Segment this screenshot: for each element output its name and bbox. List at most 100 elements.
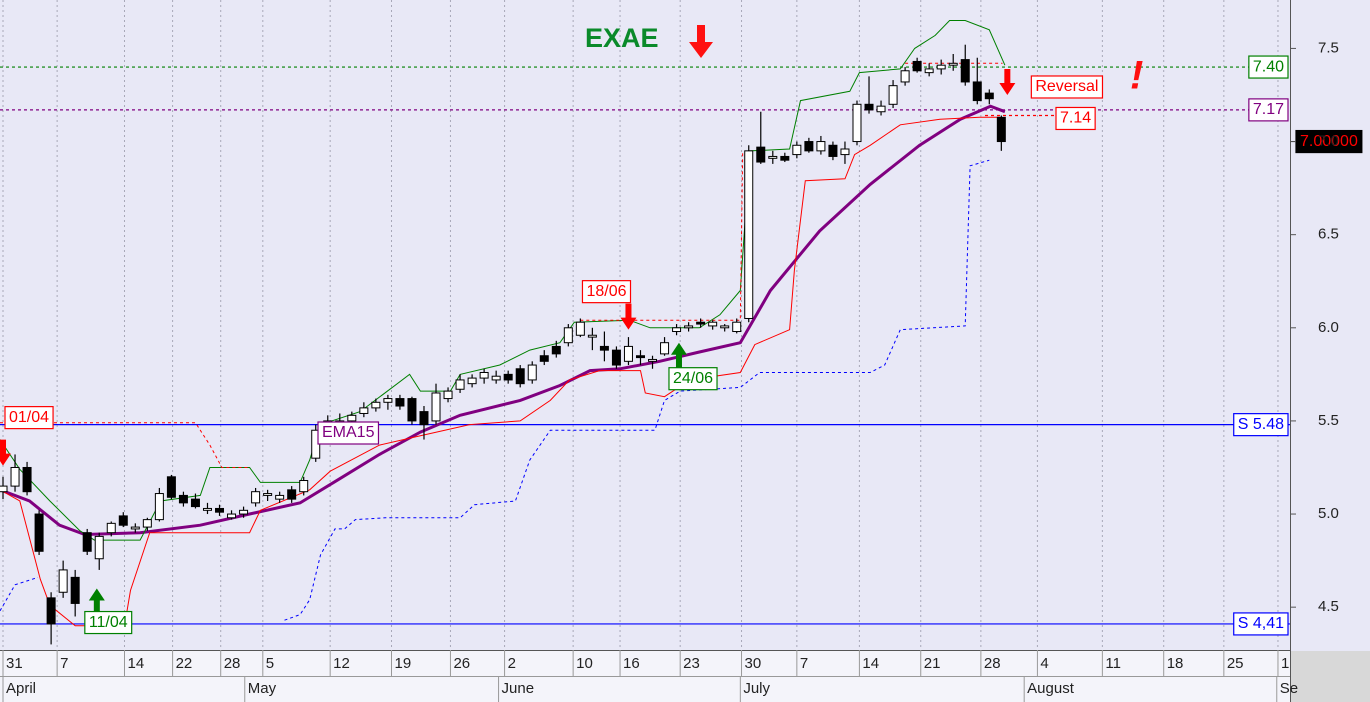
- candle-body: [852, 103, 862, 143]
- x-tick-label: 7: [60, 655, 68, 672]
- y-tick-label: 7.0: [1318, 133, 1339, 150]
- candle-body: [443, 390, 453, 400]
- candle-body: [142, 519, 152, 528]
- candle-body: [0, 485, 8, 493]
- x-tick-label: 23: [683, 655, 700, 672]
- x-tick-label: 21: [924, 655, 941, 672]
- candle-body: [275, 494, 285, 500]
- candle-body: [539, 355, 549, 362]
- month-label: May: [248, 680, 277, 697]
- candle-body: [419, 411, 429, 426]
- y-tick-label: 6.5: [1318, 226, 1339, 243]
- candle-body: [912, 60, 922, 72]
- signal-label-text: 18/06: [586, 283, 626, 300]
- candle-body: [599, 345, 609, 351]
- x-tick-label: 10: [576, 655, 593, 672]
- level-label-text: 7.14: [1060, 110, 1091, 127]
- candle-body: [431, 392, 441, 422]
- candle-body: [94, 535, 104, 560]
- candle-body: [960, 59, 970, 83]
- candle-body: [106, 522, 116, 534]
- candle-body: [756, 146, 766, 163]
- candle-body: [527, 364, 537, 381]
- level-label: 7.40: [1248, 55, 1289, 79]
- candle-body: [166, 476, 176, 498]
- chart-title: EXAE: [585, 23, 659, 53]
- candle-body: [563, 327, 573, 344]
- x-tick-label: 18: [1167, 655, 1184, 672]
- x-tick-label: 25: [1227, 655, 1244, 672]
- candle-body: [287, 489, 297, 500]
- candle-body: [732, 321, 742, 333]
- level-label-text: S 5.48: [1238, 416, 1284, 433]
- candle-body: [587, 334, 597, 338]
- candle-body: [395, 398, 405, 407]
- signal-label-box: [1030, 75, 1104, 99]
- level-label-box: [1233, 413, 1289, 437]
- candles: [0, 44, 1006, 645]
- y-axis-area: [1291, 0, 1370, 650]
- candle-body: [816, 141, 826, 152]
- y-tick-label: 5.5: [1318, 412, 1339, 429]
- x-tick-label: 22: [176, 655, 193, 672]
- x-tick-label: 14: [127, 655, 144, 672]
- candle-body: [696, 321, 706, 325]
- candle-body: [299, 480, 309, 493]
- level-label-text: S 4,41: [1238, 615, 1284, 632]
- candle-body: [371, 401, 381, 409]
- signal-label-box: [581, 280, 632, 304]
- candle-body: [215, 507, 225, 513]
- candle-body: [864, 103, 874, 111]
- level-label: 7.17: [1248, 98, 1289, 122]
- title-arrow: [689, 25, 713, 58]
- signal-label-box: [84, 610, 133, 635]
- month-label: Se: [1280, 680, 1298, 697]
- candle-body: [936, 64, 946, 70]
- signal-arrow: [670, 342, 687, 369]
- last-price: 7.00000: [1295, 129, 1363, 154]
- indicator-line: [0, 159, 990, 621]
- candle-body: [34, 513, 44, 552]
- candle-body: [82, 532, 92, 552]
- signal-arrow: [999, 68, 1016, 95]
- candle-body: [828, 144, 838, 157]
- candle-body: [623, 345, 633, 362]
- annotations: S 5.48 S 4,41 7.40 7.17 7.14 7.00000 EMA15 01/0…: [0, 54, 1363, 636]
- signal-label-text: 24/06: [673, 370, 713, 387]
- candle-body: [996, 116, 1006, 143]
- y-tick-label: 4.5: [1318, 598, 1339, 615]
- signal-label-text: Reversal: [1035, 78, 1098, 95]
- candle-body: [70, 576, 80, 604]
- candle-body: [347, 414, 357, 422]
- x-tick-label: 26: [453, 655, 470, 672]
- candle-body: [479, 371, 489, 379]
- y-tick-label: 6.0: [1318, 319, 1339, 336]
- candle-body: [792, 144, 802, 156]
- x-tick-label: 31: [6, 655, 23, 672]
- candle-body: [551, 345, 561, 355]
- signal-label: 24/06: [668, 367, 718, 391]
- candle-body: [407, 398, 417, 422]
- grid: [2, 0, 1279, 650]
- candle-body: [744, 150, 754, 319]
- candle-body: [251, 491, 261, 504]
- candle-body: [972, 81, 982, 102]
- level-label: S 5.48: [1233, 413, 1289, 437]
- signal-label-box: [4, 406, 54, 430]
- x-tick-label: 4: [1040, 655, 1048, 672]
- candle-body: [660, 342, 670, 355]
- candle-body: [768, 155, 778, 159]
- x-tick-label: 12: [333, 655, 350, 672]
- axes: 4.55.05.56.06.57.07.531 7 14 22 28 5 12 19 26 2 10…: [2, 39, 1339, 702]
- x-tick-label: 28: [984, 655, 1001, 672]
- reversal-mark: !: [1130, 54, 1143, 98]
- signal-arrow: [0, 439, 12, 466]
- candle-body: [58, 569, 68, 593]
- candle-body: [383, 398, 393, 403]
- candle-body: [575, 321, 585, 336]
- corner: [1291, 651, 1370, 702]
- candle-body: [22, 466, 32, 493]
- x-tick-label: 2: [508, 655, 516, 672]
- candle-body: [876, 105, 886, 113]
- candle-body: [154, 493, 164, 521]
